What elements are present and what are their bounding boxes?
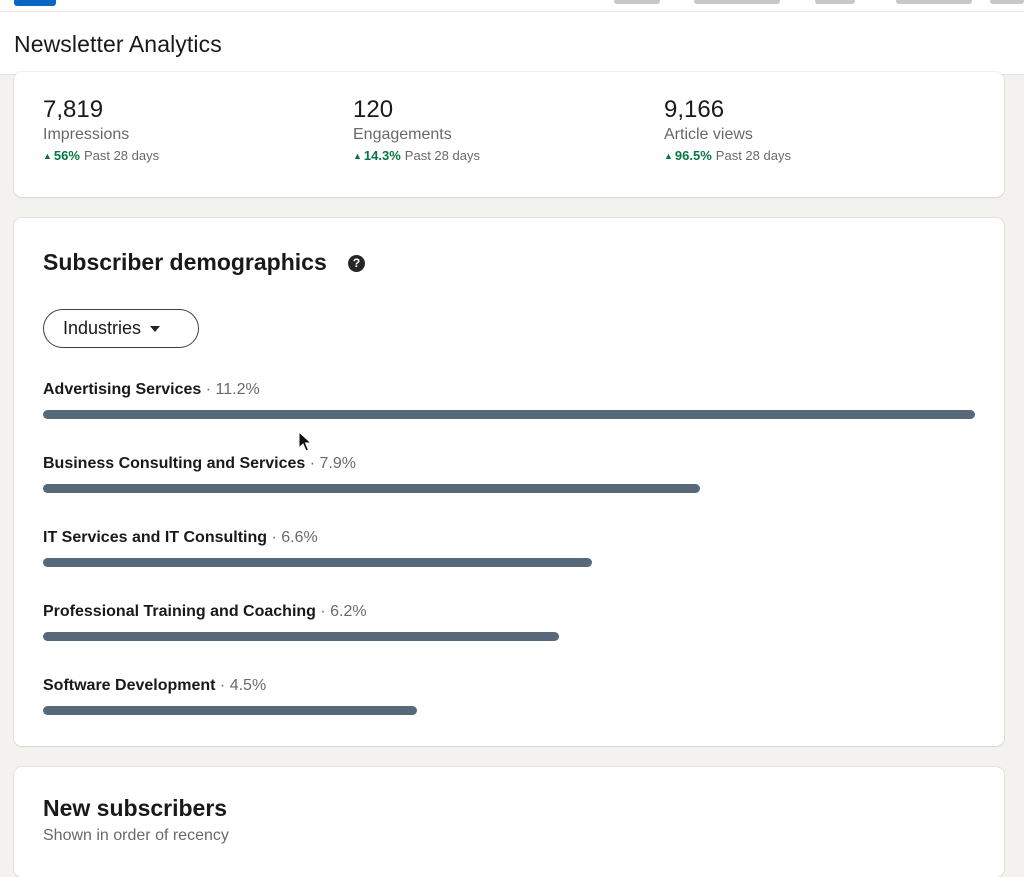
industry-row: Advertising Services · 11.2% (43, 380, 975, 432)
industry-bar (43, 706, 417, 715)
industry-label: Business Consulting and Services · 7.9% (43, 454, 975, 474)
section-title: Subscriber demographics (43, 249, 327, 275)
metric-value: 120 (353, 96, 394, 123)
industry-row: IT Services and IT Consulting · 6.6% (43, 528, 975, 580)
industry-label: Professional Training and Coaching · 6.2… (43, 602, 975, 622)
trend-up-icon: ▲ (664, 151, 673, 161)
trend-up-icon: ▲ (353, 151, 362, 161)
industries-dropdown[interactable]: Industries (43, 309, 199, 348)
section-title: New subscribers (43, 795, 228, 821)
industry-row: Software Development · 4.5% (43, 676, 975, 728)
metric-trend: ▲ 96.5% Past 28 days (664, 147, 964, 165)
nav-item-messaging[interactable] (896, 0, 972, 4)
industry-name: Software Development (43, 677, 216, 694)
industry-label: Software Development · 4.5% (43, 676, 975, 696)
metric-label: Engagements (353, 126, 452, 143)
subscriber-demographics-card: Subscriber demographics ? Industries Adv… (14, 218, 1004, 746)
industry-percent: · 11.2% (201, 381, 260, 398)
top-nav-bar (0, 0, 1024, 12)
dropdown-label: Industries (63, 318, 142, 338)
industry-bar (43, 558, 592, 567)
question-mark-circle-icon[interactable]: ? (348, 255, 365, 272)
linkedin-logo-icon[interactable] (14, 0, 56, 6)
nav-item-jobs[interactable] (815, 0, 855, 4)
nav-item-notifications[interactable] (990, 0, 1024, 4)
metrics-card: 7,819 Impressions ▲ 56% Past 28 days 120 E… (14, 72, 1004, 197)
industry-row: Professional Training and Coaching · 6.2… (43, 602, 975, 654)
industry-name: Business Consulting and Services (43, 455, 306, 472)
metric-article-views: 9,166 Article views ▲ 96.5% Past 28 days (664, 96, 964, 165)
nav-item-my-network[interactable] (694, 0, 780, 4)
industry-name: IT Services and IT Consulting (43, 529, 268, 546)
caret-down-icon (150, 325, 161, 332)
metric-period: Past 28 days (715, 148, 791, 163)
industry-name: Advertising Services (43, 381, 202, 398)
industry-bar (43, 410, 975, 419)
mouse-pointer-icon (298, 431, 312, 452)
industry-percent: · 7.9% (305, 455, 356, 472)
industry-label: IT Services and IT Consulting · 6.6% (43, 528, 975, 548)
industry-percent: · 6.2% (315, 603, 367, 620)
nav-item-home[interactable] (614, 0, 660, 4)
industry-name: Professional Training and Coaching (43, 603, 316, 620)
metric-engagements: 120 Engagements ▲ 14.3% Past 28 days (353, 96, 653, 165)
metric-value: 9,166 (664, 96, 725, 123)
metric-impressions: 7,819 Impressions ▲ 56% Past 28 days (43, 96, 343, 165)
industry-percent: · 4.5% (215, 677, 267, 694)
industry-bar (43, 484, 700, 493)
metric-period: Past 28 days (404, 148, 480, 163)
page-header: Newsletter Analytics (0, 12, 1024, 75)
metric-trend: ▲ 14.3% Past 28 days (353, 147, 653, 165)
page-title: Newsletter Analytics (14, 31, 222, 57)
industry-bar (43, 632, 559, 641)
trend-up-icon: ▲ (43, 151, 52, 161)
metric-change: 14.3% (363, 148, 401, 163)
metric-value: 7,819 (43, 96, 104, 123)
industry-label: Advertising Services · 11.2% (43, 380, 975, 400)
section-subtitle: Shown in order of recency (43, 827, 229, 844)
industry-row: Business Consulting and Services · 7.9% (43, 454, 975, 506)
metric-change: 96.5% (674, 148, 712, 163)
industry-percent: · 6.6% (267, 529, 318, 546)
metric-trend: ▲ 56% Past 28 days (43, 147, 343, 165)
metric-label: Article views (664, 126, 753, 143)
metric-change: 56% (53, 148, 80, 163)
metric-period: Past 28 days (83, 148, 160, 163)
metric-label: Impressions (43, 126, 130, 143)
new-subscribers-card: New subscribers Shown in order of recenc… (14, 767, 1004, 877)
